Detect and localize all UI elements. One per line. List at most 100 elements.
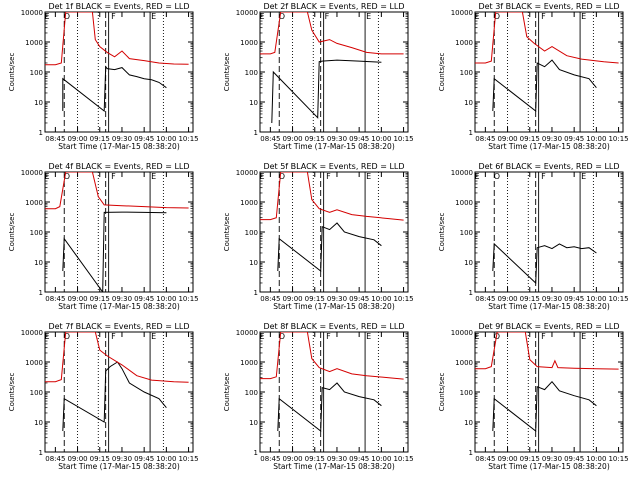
y-tick-label: 100 xyxy=(245,389,258,397)
plot-frame xyxy=(474,171,624,293)
x-tick-label: 09:15 xyxy=(90,455,110,463)
plot-frame xyxy=(259,331,409,453)
x-tick-label: 09:15 xyxy=(305,455,325,463)
black-series-line xyxy=(62,361,167,432)
y-axis-label: Counts/sec xyxy=(438,53,446,92)
x-tick-label: 09:15 xyxy=(90,135,110,143)
y-tick-label: 1000 xyxy=(455,39,473,47)
y-tick-label: 100 xyxy=(460,389,473,397)
event-marker-label: F xyxy=(326,172,331,181)
black-series-line xyxy=(277,222,382,272)
x-tick-label: 10:00 xyxy=(156,295,176,303)
event-marker-label: F xyxy=(541,172,546,181)
red-series-line xyxy=(260,332,404,380)
x-axis-label: Start Time (17-Mar-15 08:38:20) xyxy=(58,142,180,151)
event-marker-label: O xyxy=(279,332,285,341)
x-tick-label: 09:45 xyxy=(349,295,369,303)
chart-panel-8: Det 8f BLACK = Events, RED = LLD 1 10 100 10… xyxy=(223,322,414,471)
plot-frame xyxy=(44,171,194,293)
y-tick-label: 1000 xyxy=(240,199,258,207)
event-marker-label: E xyxy=(581,12,586,21)
chart-panel-5: Det 5f BLACK = Events, RED = LLD 1 10 100 10… xyxy=(223,162,414,311)
y-tick-label: 1000 xyxy=(455,199,473,207)
event-marker-label: E xyxy=(366,332,371,341)
event-marker-label: E xyxy=(260,12,265,21)
y-tick-label: 1 xyxy=(39,289,43,297)
x-tick-label: 10:15 xyxy=(608,295,628,303)
x-tick-label: 09:30 xyxy=(327,295,347,303)
event-marker-label: O xyxy=(64,172,70,181)
y-tick-label: 100 xyxy=(245,69,258,77)
x-tick-label: 08:45 xyxy=(260,135,280,143)
event-marker-label: F xyxy=(111,172,116,181)
x-tick-label: 08:45 xyxy=(45,295,65,303)
chart-title: Det 8f BLACK = Events, RED = LLD xyxy=(263,322,404,331)
x-tick-label: 09:45 xyxy=(349,135,369,143)
x-tick-label: 10:00 xyxy=(586,135,606,143)
x-tick-label: 09:45 xyxy=(564,455,584,463)
plot-frame xyxy=(259,171,409,293)
event-marker-label: E xyxy=(260,332,265,341)
red-series-line xyxy=(45,12,189,66)
x-tick-label: 09:15 xyxy=(520,455,540,463)
chart-title: Det 4f BLACK = Events, RED = LLD xyxy=(48,162,189,171)
x-tick-label: 08:45 xyxy=(475,455,495,463)
x-tick-label: 09:30 xyxy=(542,455,562,463)
event-marker-label: O xyxy=(279,12,285,21)
y-tick-label: 100 xyxy=(30,229,43,237)
x-tick-label: 09:30 xyxy=(542,135,562,143)
x-tick-label: 09:00 xyxy=(67,135,87,143)
event-marker-label: E xyxy=(366,172,371,181)
event-marker-label: F xyxy=(541,332,546,341)
x-tick-label: 09:30 xyxy=(542,295,562,303)
chart-panel-2: Det 2f BLACK = Events, RED = LLD 1 10 100 10… xyxy=(223,2,414,151)
x-tick-label: 10:15 xyxy=(393,455,413,463)
x-tick-label: 08:45 xyxy=(475,295,495,303)
event-marker-label: F xyxy=(111,12,116,21)
x-tick-label: 09:15 xyxy=(305,135,325,143)
red-series-line xyxy=(260,172,404,221)
black-series-line xyxy=(277,382,382,432)
y-tick-label: 1 xyxy=(39,129,43,137)
y-tick-label: 1000 xyxy=(25,359,43,367)
plot-frame xyxy=(44,331,194,453)
x-tick-label: 09:30 xyxy=(327,135,347,143)
black-series-line xyxy=(492,59,597,112)
y-tick-label: 10000 xyxy=(236,329,258,337)
x-axis-label: Start Time (17-Mar-15 08:38:20) xyxy=(58,302,180,311)
y-tick-label: 10 xyxy=(34,419,43,427)
x-tick-label: 08:45 xyxy=(260,455,280,463)
x-axis-label: Start Time (17-Mar-15 08:38:20) xyxy=(273,462,395,471)
y-axis-label: Counts/sec xyxy=(438,213,446,252)
plot-frame xyxy=(474,331,624,453)
chart-title: Det 2f BLACK = Events, RED = LLD xyxy=(263,2,404,11)
chart-panel-3: Det 3f BLACK = Events, RED = LLD 1 10 100 10… xyxy=(438,2,629,151)
x-tick-label: 08:45 xyxy=(475,135,495,143)
y-tick-label: 1 xyxy=(469,289,473,297)
event-marker-label: O xyxy=(494,172,500,181)
x-axis-label: Start Time (17-Mar-15 08:38:20) xyxy=(488,462,610,471)
x-tick-label: 08:45 xyxy=(45,455,65,463)
red-series-line xyxy=(475,332,619,370)
x-tick-label: 08:45 xyxy=(45,135,65,143)
x-tick-label: 09:15 xyxy=(520,135,540,143)
y-tick-label: 10000 xyxy=(21,169,43,177)
x-tick-label: 09:30 xyxy=(112,135,132,143)
x-tick-label: 10:00 xyxy=(156,135,176,143)
event-marker-label: F xyxy=(111,332,116,341)
black-series-line xyxy=(492,380,597,432)
y-tick-label: 1 xyxy=(469,449,473,457)
black-series-line xyxy=(271,59,382,124)
x-tick-label: 10:00 xyxy=(371,455,391,463)
chart-title: Det 6f BLACK = Events, RED = LLD xyxy=(478,162,619,171)
x-tick-label: 09:00 xyxy=(282,295,302,303)
y-tick-label: 1 xyxy=(254,129,258,137)
x-tick-label: 09:30 xyxy=(112,295,132,303)
y-tick-label: 1 xyxy=(254,449,258,457)
x-tick-label: 10:00 xyxy=(156,455,176,463)
x-tick-label: 10:00 xyxy=(371,295,391,303)
chart-title: Det 5f BLACK = Events, RED = LLD xyxy=(263,162,404,171)
x-tick-label: 10:00 xyxy=(586,295,606,303)
y-tick-label: 10000 xyxy=(236,9,258,17)
